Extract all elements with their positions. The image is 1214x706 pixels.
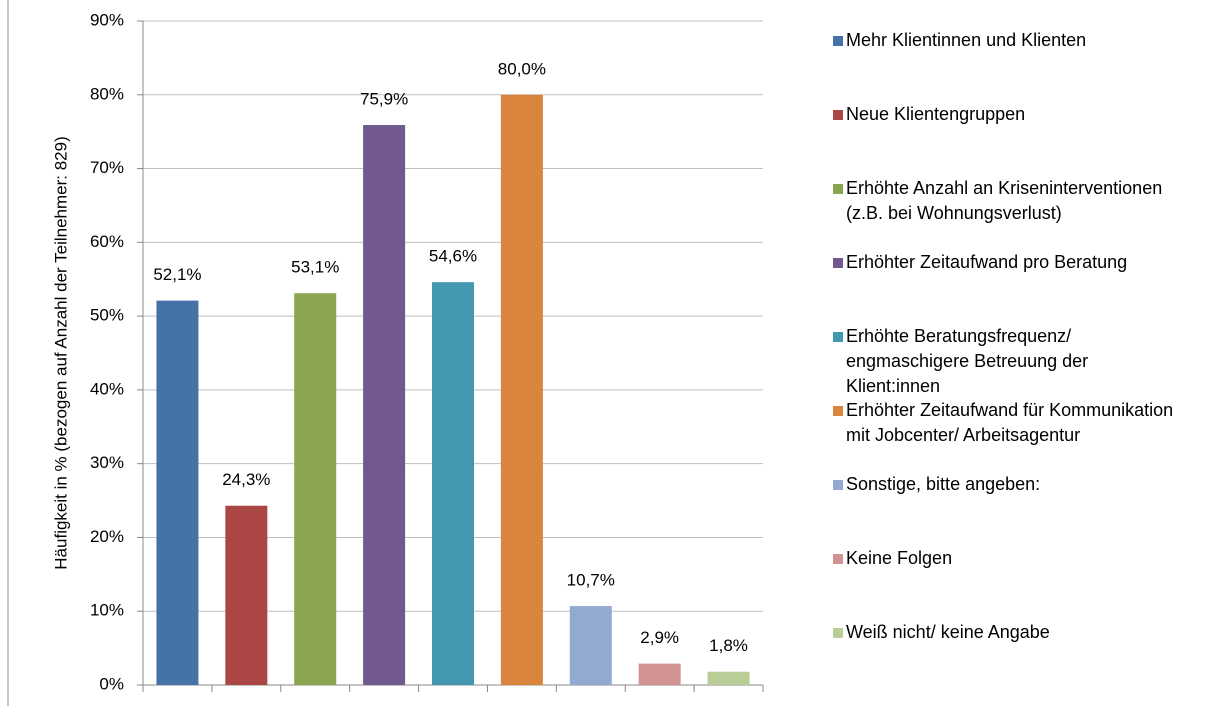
legend-swatch (833, 110, 843, 120)
data-label: 80,0% (498, 59, 546, 78)
legend-label: Keine Folgen (846, 548, 953, 568)
y-axis-title: Häufigkeit in % (bezogen auf Anzahl der … (51, 136, 70, 569)
y-tick-label: 80% (90, 84, 124, 103)
data-label: 2,9% (640, 628, 679, 647)
legend-swatch (833, 628, 843, 638)
bar (225, 505, 268, 685)
legend-item: Erhöhter Zeitaufwand pro Beratung (833, 250, 1183, 275)
legend-swatch (833, 406, 843, 416)
y-tick-label: 90% (90, 10, 124, 29)
data-label: 75,9% (360, 90, 408, 109)
data-label: 1,8% (709, 636, 748, 655)
legend-swatch (833, 184, 843, 194)
legend-item: Keine Folgen (833, 546, 1183, 571)
legend-swatch (833, 36, 843, 46)
bar (569, 606, 612, 685)
bar (638, 663, 681, 685)
bar (432, 282, 474, 685)
data-label: 54,6% (429, 247, 477, 266)
y-tick-label: 60% (90, 232, 124, 251)
legend-swatch (833, 258, 843, 268)
bar (156, 300, 199, 685)
bar (363, 125, 406, 685)
data-label: 53,1% (291, 258, 339, 277)
legend-item: Erhöhter Zeitaufwand für Kommunikation m… (833, 398, 1183, 448)
y-tick-label: 30% (90, 453, 124, 472)
y-tick-label: 40% (90, 379, 124, 398)
legend-label: Erhöhter Zeitaufwand pro Beratung (846, 252, 1128, 272)
legend-item: Neue Klientengruppen (833, 102, 1183, 127)
bar (500, 94, 543, 686)
legend-label: Erhöhter Zeitaufwand für Kommunikation m… (846, 400, 1174, 445)
legend-label: Erhöhte Anzahl an Kriseninterventionen (… (846, 178, 1163, 223)
legend-label: Sonstige, bitte angeben: (846, 474, 1041, 494)
legend-swatch (833, 332, 843, 342)
legend-swatch (833, 480, 843, 490)
legend-label: Weiß nicht/ keine Angabe (846, 622, 1050, 642)
y-tick-label: 70% (90, 158, 124, 177)
bar (294, 293, 337, 685)
legend-item: Erhöhte Anzahl an Kriseninterventionen (… (833, 176, 1183, 226)
data-label: 24,3% (222, 470, 270, 489)
data-label: 52,1% (153, 265, 201, 284)
legend-item: Sonstige, bitte angeben: (833, 472, 1183, 497)
legend-swatch (833, 554, 843, 564)
legend-item: Weiß nicht/ keine Angabe (833, 620, 1183, 645)
bar (707, 671, 750, 685)
data-label: 10,7% (567, 571, 615, 590)
y-tick-label: 50% (90, 306, 124, 325)
legend-label: Mehr Klientinnen und Klienten (846, 30, 1087, 50)
legend-item: Erhöhte Beratungsfrequenz/ engmaschigere… (833, 324, 1183, 399)
legend-item: Mehr Klientinnen und Klienten (833, 28, 1183, 53)
y-tick-label: 0% (99, 674, 124, 693)
y-tick-label: 20% (90, 527, 124, 546)
y-tick-label: 10% (90, 601, 124, 620)
legend-label: Erhöhte Beratungsfrequenz/ engmaschigere… (846, 326, 1089, 396)
legend-label: Neue Klientengruppen (846, 104, 1026, 124)
